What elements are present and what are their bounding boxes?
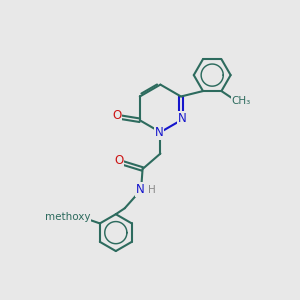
Text: CH₃: CH₃	[232, 96, 251, 106]
Text: O: O	[112, 109, 122, 122]
Text: N: N	[154, 126, 163, 139]
Text: H: H	[148, 185, 155, 195]
Text: N: N	[136, 183, 144, 196]
Text: methoxy: methoxy	[45, 212, 91, 222]
Text: N: N	[178, 112, 187, 125]
Text: O: O	[114, 154, 123, 167]
Text: O: O	[80, 210, 90, 224]
